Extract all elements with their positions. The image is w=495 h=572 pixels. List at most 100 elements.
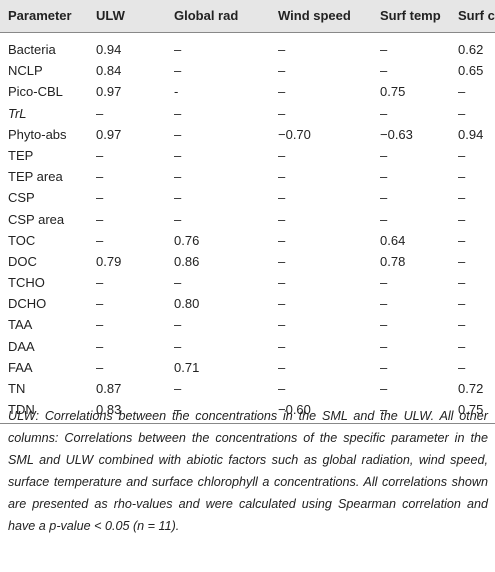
table-cell: – <box>96 275 104 291</box>
table-row: CSP area – – – – – <box>0 209 495 230</box>
table-cell: – <box>278 359 286 375</box>
table-row: TN 0.87 – – – 0.72 <box>0 378 495 399</box>
table-cell: – <box>96 296 104 312</box>
row-label: Phyto-abs <box>8 126 67 142</box>
table-cell: – <box>96 232 104 248</box>
table-row: TAA – – – – – <box>0 314 495 335</box>
table-cell: −0.63 <box>380 126 413 142</box>
table-cell: – <box>174 42 182 57</box>
table-cell: – <box>278 232 286 248</box>
table-cell: – <box>458 317 466 333</box>
table-cell: – <box>278 169 286 185</box>
table-cell: 0.94 <box>96 42 122 57</box>
table-cell: – <box>458 253 466 269</box>
table-cell: 0.79 <box>96 253 122 269</box>
table-cell: – <box>174 147 182 163</box>
table-cell: - <box>174 84 179 100</box>
table-cell: – <box>380 381 388 396</box>
table-cell: – <box>174 402 182 418</box>
table-cell: – <box>458 338 466 354</box>
table-cell: – <box>380 105 388 121</box>
table-cell: – <box>458 296 466 312</box>
table-cell: – <box>174 211 182 227</box>
row-label: Pico-CBL <box>8 84 63 100</box>
row-label: TEP <box>8 147 34 163</box>
row-label: TrL <box>8 105 27 121</box>
table-cell: – <box>278 317 286 333</box>
table-row: TDN 0.83 – −0.60 – 0.75 <box>0 399 495 420</box>
table-cell: – <box>380 317 388 333</box>
row-label: TEP area <box>8 169 63 185</box>
table-cell: 0.64 <box>380 232 406 248</box>
table-cell: – <box>96 338 104 354</box>
table-cell: – <box>380 338 388 354</box>
table-cell: – <box>458 147 466 163</box>
table-row: TEP – – – – – <box>0 145 495 166</box>
table-cell: 0.65 <box>458 63 484 79</box>
table-cell: – <box>278 63 286 79</box>
row-label: TCHO <box>8 275 45 291</box>
table-cell: – <box>96 147 104 163</box>
table-cell: 0.76 <box>174 232 200 248</box>
table-cell: – <box>458 232 466 248</box>
table-cell: – <box>174 275 182 291</box>
table-cell: – <box>278 105 286 121</box>
table-cell: 0.84 <box>96 63 122 79</box>
row-label: TAA <box>8 317 33 333</box>
table-row: TrL – – – – – <box>0 103 495 124</box>
table-cell: 0.86 <box>174 253 200 269</box>
table-cell: – <box>278 147 286 163</box>
table-cell: – <box>174 190 182 206</box>
table-cell: 0.72 <box>458 381 484 396</box>
row-label: DOC <box>8 253 37 269</box>
table-cell: 0.97 <box>96 84 122 100</box>
row-label: DCHO <box>8 296 47 312</box>
table-row: Phyto-abs 0.97 – −0.70 −0.63 0.94 <box>0 124 495 145</box>
table-cell: 0.62 <box>458 42 484 57</box>
table-cell: – <box>380 190 388 206</box>
table-cell: – <box>380 296 388 312</box>
table-cell: – <box>458 105 466 121</box>
header-cell: Surf temp <box>380 8 441 23</box>
table-row: Pico-CBL 0.97 - – 0.75 – <box>0 81 495 102</box>
header-text: Surf chl <box>458 8 495 23</box>
table-cell: 0.87 <box>96 381 122 396</box>
table-cell: – <box>380 402 388 418</box>
header-cell: Global rad <box>174 8 239 23</box>
header-cell: ULW <box>96 8 125 23</box>
table-cell: – <box>96 359 104 375</box>
table-cell: – <box>380 63 388 79</box>
table-cell: – <box>278 190 286 206</box>
table-cell: – <box>278 211 286 227</box>
table-cell: – <box>380 275 388 291</box>
table-cell: – <box>96 317 104 333</box>
header-cell: Wind speed <box>278 8 351 23</box>
caption: ULW: Correlations between the concentrat… <box>8 409 488 533</box>
table-row: DCHO – 0.80 – – – <box>0 293 495 314</box>
row-label: TDN <box>8 402 35 418</box>
table-row: DAA – – – – – <box>0 336 495 357</box>
table-cell: 0.94 <box>458 126 484 142</box>
table-cell: −0.70 <box>278 126 311 142</box>
table-row: TOC – 0.76 – 0.64 – <box>0 230 495 251</box>
table-row: CSP – – – – – <box>0 187 495 208</box>
table-cell: – <box>278 381 286 396</box>
table-row: DOC 0.79 0.86 – 0.78 – <box>0 251 495 272</box>
table-cell: – <box>174 381 182 396</box>
table-cell: 0.75 <box>458 402 484 418</box>
row-label: CSP <box>8 190 35 206</box>
table-cell: – <box>278 296 286 312</box>
table-cell: – <box>278 253 286 269</box>
table-cell: – <box>174 126 182 142</box>
table: Parameter ULW Global rad Wind speed Surf tem… <box>0 0 495 425</box>
table-row: TEP area – – – – – <box>0 166 495 187</box>
table-body: Bacteria 0.94 – – – 0.62 NCLP 0.84 – – – 0.65 Pico-C… <box>0 33 495 425</box>
table-cell: 0.83 <box>96 402 122 418</box>
table-cell: – <box>174 338 182 354</box>
table-cell: 0.78 <box>380 253 406 269</box>
table-row: Bacteria 0.94 – – – 0.62 <box>0 39 495 60</box>
table-cell: – <box>458 84 466 100</box>
table-cell: 0.80 <box>174 296 200 312</box>
table-row: NCLP 0.84 – – – 0.65 <box>0 60 495 81</box>
table-cell: – <box>380 147 388 163</box>
